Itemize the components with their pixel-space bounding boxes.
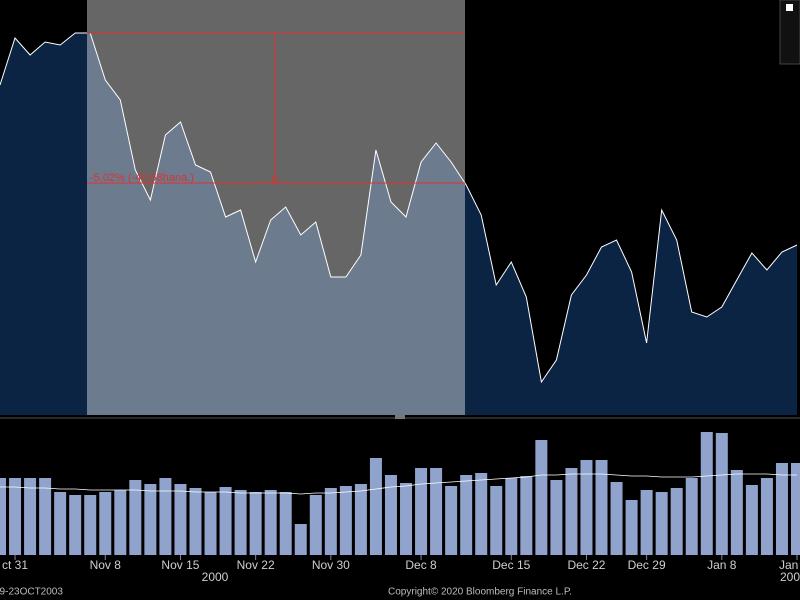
volume-bar (700, 432, 713, 555)
volume-bar (610, 482, 623, 555)
year-label: 2000 (202, 570, 229, 584)
volume-bar (324, 488, 337, 555)
volume-bar (309, 495, 322, 555)
volume-bar (580, 460, 593, 555)
volume-bar (129, 480, 142, 555)
volume-bar (54, 492, 67, 555)
volume-bar (775, 463, 788, 555)
volume-bar (159, 478, 172, 555)
volume-bar (189, 488, 202, 555)
price-line-group (0, 32, 798, 384)
volume-bar (204, 492, 217, 555)
volume-bar (234, 490, 247, 555)
volume-bar (520, 476, 533, 555)
volume-bar (460, 475, 473, 555)
volume-bar (415, 468, 428, 555)
volume-bar (400, 483, 413, 555)
volume-bar (640, 490, 653, 555)
x-tick-label: Nov 15 (161, 558, 199, 572)
volume-bar (144, 484, 157, 555)
divider-handle (395, 415, 405, 419)
volume-bar (84, 495, 97, 555)
volume-bar (174, 484, 187, 555)
volume-bar (445, 486, 458, 555)
volume-bar (354, 484, 367, 555)
volume-bar (69, 495, 82, 555)
volume-bar (249, 492, 262, 555)
price-area (0, 33, 797, 415)
x-tick-label: ct 31 (2, 558, 28, 572)
volume-bar (99, 492, 112, 555)
volume-bar (24, 478, 37, 555)
volume-bar (114, 490, 127, 555)
volume-bar (685, 478, 698, 555)
x-tick-label: Dec 15 (492, 558, 530, 572)
volume-bar (264, 490, 277, 555)
volume-bar (279, 492, 292, 555)
x-tick-label: Dec 8 (405, 558, 437, 572)
volume-bar (565, 468, 578, 555)
volume-bar (550, 480, 563, 555)
volume-bar (490, 486, 503, 555)
volume-bar (9, 478, 22, 555)
volume-bar (670, 488, 683, 555)
volume-bar (791, 463, 800, 555)
volume-bar (655, 492, 668, 555)
measure-point (271, 176, 279, 184)
x-tick-label: Nov 8 (90, 558, 122, 572)
x-tick-label: Jan 8 (707, 558, 737, 572)
year-label: 200 (780, 570, 800, 584)
volume-bar (745, 485, 758, 555)
selection (87, 0, 465, 415)
volume-bar (339, 486, 352, 555)
volume-bar (475, 473, 488, 555)
x-tick-label: Nov 30 (312, 558, 350, 572)
volume-bar (369, 458, 382, 555)
annotation: -5.02% (-40.68hana.) (90, 172, 194, 184)
toolbar[interactable] (779, 0, 800, 65)
price-line (0, 32, 798, 384)
volume-bar (384, 475, 397, 555)
volume-bar (219, 487, 232, 555)
x-tick-label: Nov 22 (237, 558, 275, 572)
x-tick-label: Dec 22 (567, 558, 605, 572)
price-panel (0, 33, 797, 415)
volume-bar (39, 478, 52, 555)
volume-bar (535, 440, 548, 555)
volume-bar (715, 433, 728, 555)
volume-bar (0, 478, 6, 555)
copyright: Copyright© 2020 Bloomberg Finance L.P. (388, 587, 572, 598)
volume-bar (595, 460, 608, 555)
volume-bar (625, 500, 638, 555)
volume-bar (760, 478, 773, 555)
volume-panel (0, 432, 800, 555)
x-axis: ct 31 Nov 8 Nov 15 Nov 22 Nov 30 Dec 8 Dec 15 D… (2, 555, 800, 572)
toolbar-icon[interactable] (786, 4, 793, 11)
x-tick-label: Dec 29 (628, 558, 666, 572)
volume-bar (730, 470, 743, 555)
volume-bar (505, 478, 518, 555)
volume-bar (430, 468, 443, 555)
volume-bar (294, 524, 307, 555)
moving-average (0, 473, 797, 495)
x-tick-label: Jan 16 (779, 558, 800, 572)
footer-left: 99-23OCT2003 (0, 587, 63, 598)
